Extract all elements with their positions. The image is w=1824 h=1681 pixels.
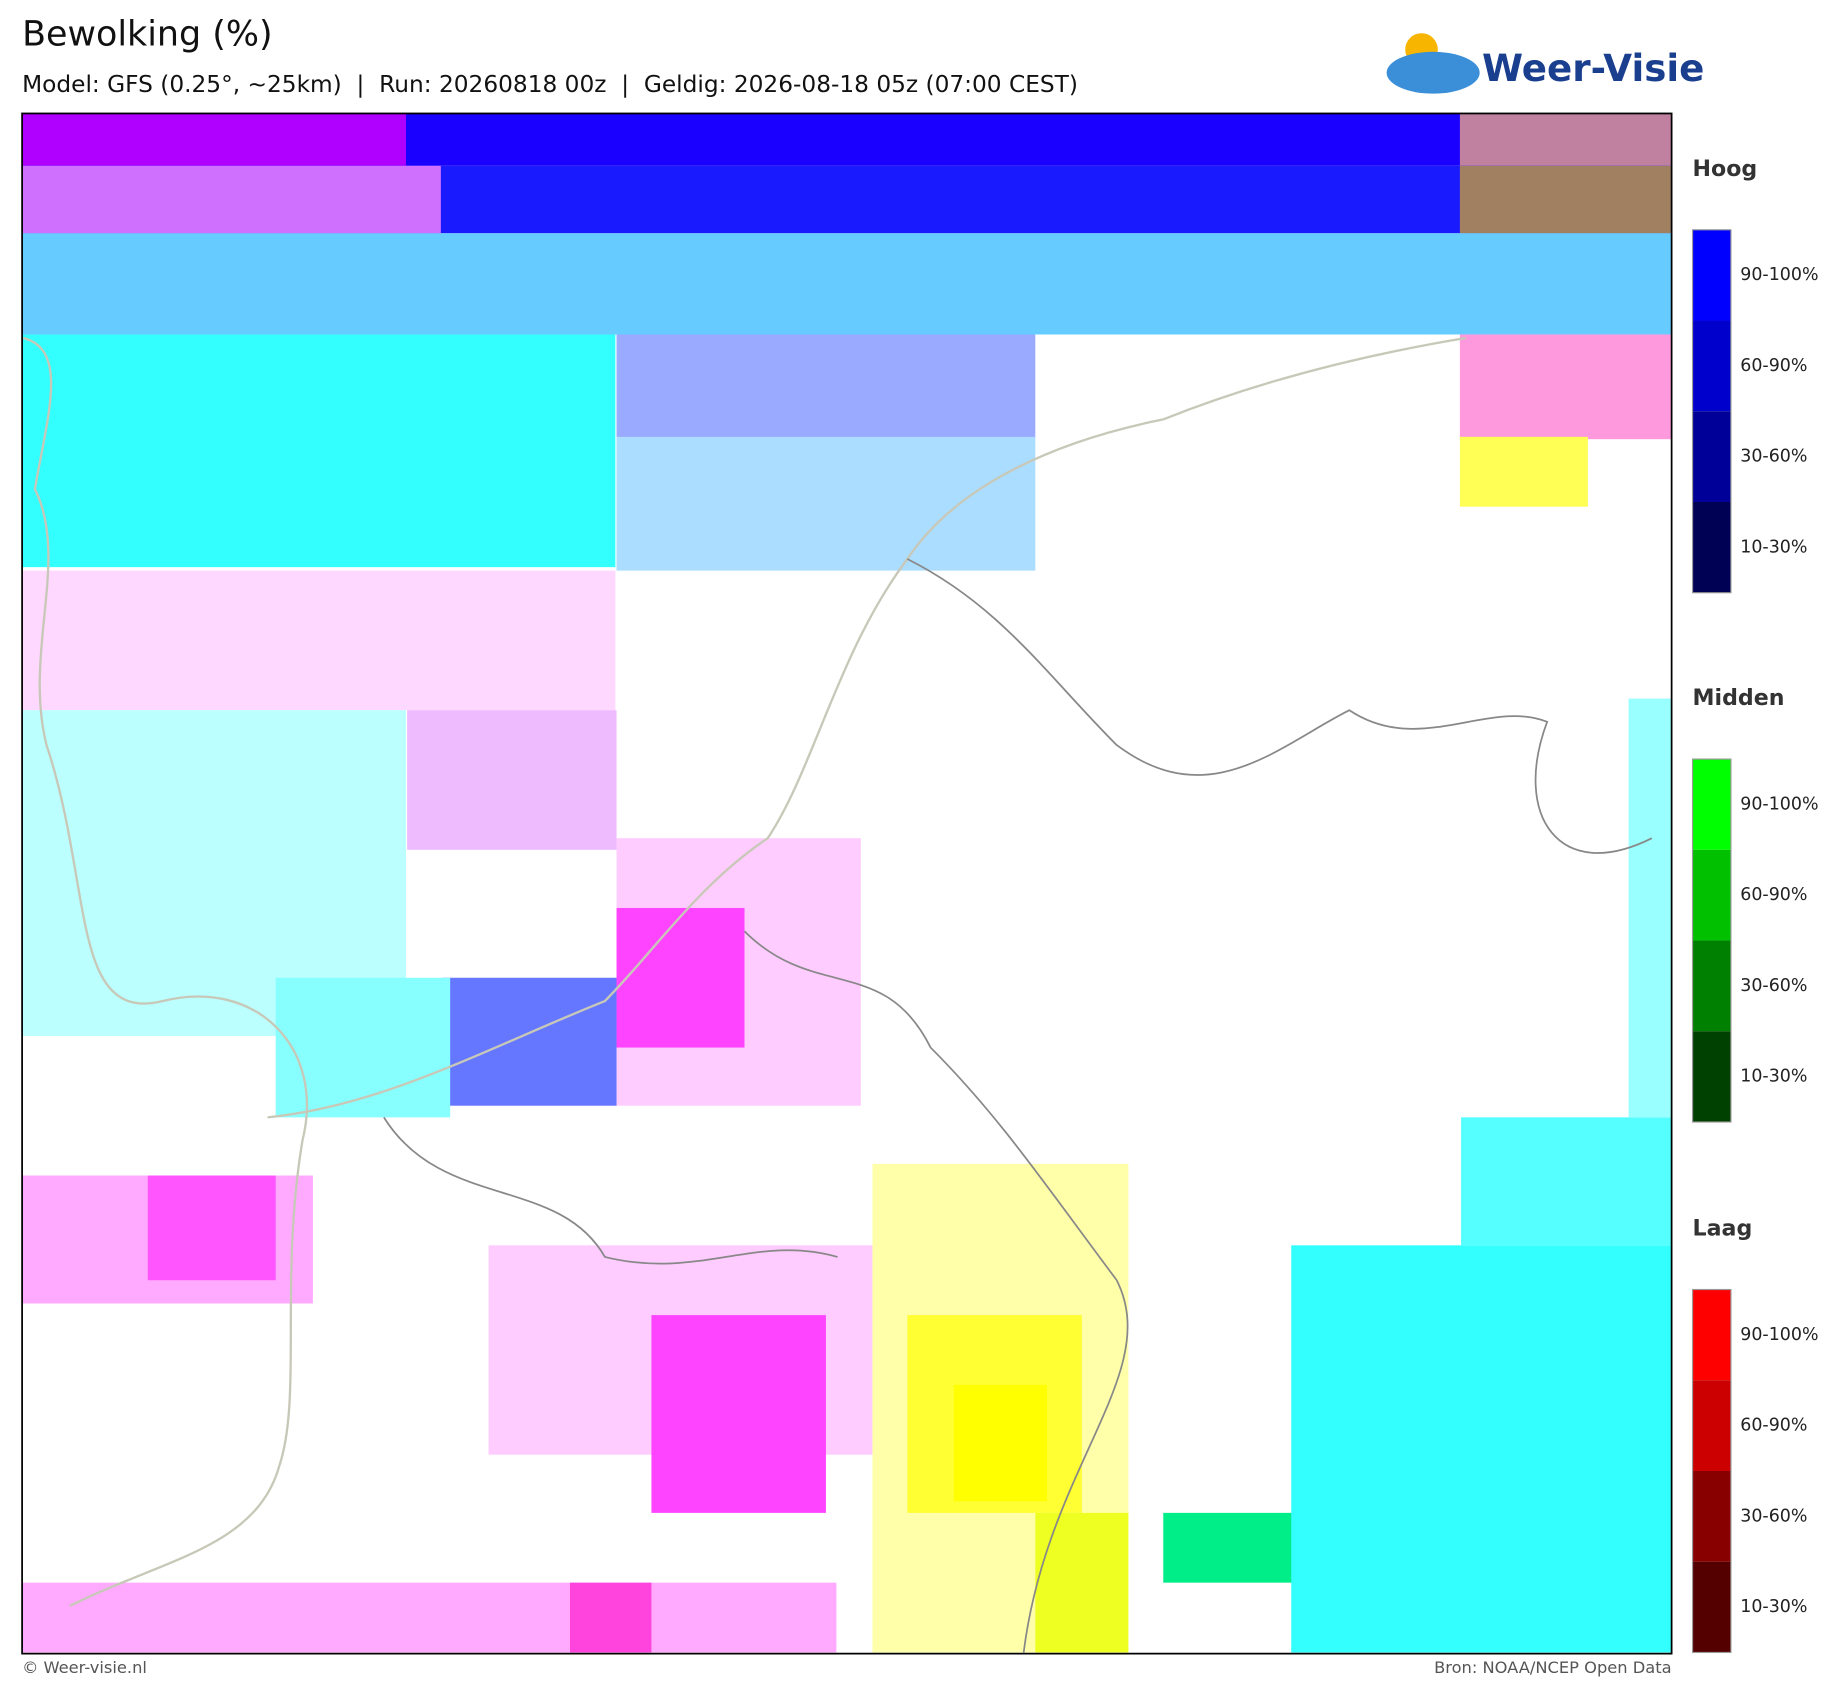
cloud-field	[22, 113, 1672, 1654]
legend-label: 90-100%	[1740, 1325, 1818, 1345]
cloud-patch	[275, 977, 451, 1118]
footer-right: Bron: NOAA/NCEP Open Data	[1434, 1658, 1672, 1677]
footer-left: © Weer-visie.nl	[22, 1658, 147, 1677]
legend-label: 60-90%	[1740, 356, 1807, 376]
cloud-patch	[570, 1582, 652, 1653]
cloud-patch	[1459, 113, 1672, 166]
legend-swatch	[1692, 1380, 1731, 1471]
coastline	[267, 336, 1466, 1119]
legend-label: 60-90%	[1740, 885, 1807, 905]
legend-frame	[1691, 1288, 1732, 1654]
logo: Weer-Visie	[1386, 33, 1704, 94]
cloud-patch	[22, 1582, 837, 1653]
legend-swatch	[1692, 501, 1731, 593]
cloud-patch	[442, 977, 617, 1106]
cloud-patch	[1628, 698, 1672, 1118]
legend-swatch	[1692, 1289, 1731, 1381]
legend-label: 10-30%	[1740, 537, 1807, 557]
cloud-patch	[22, 570, 616, 711]
legend-swatch	[1692, 1031, 1731, 1123]
cloud-patch	[22, 113, 406, 166]
legend-label: 60-90%	[1740, 1416, 1807, 1436]
legend-swatch	[1692, 849, 1731, 941]
coastlines	[22, 336, 1466, 1607]
legend-title: Hoog	[1693, 156, 1758, 182]
cloud-patch	[22, 334, 616, 568]
legend-label: 30-60%	[1740, 447, 1807, 467]
legend-frame	[1691, 229, 1732, 594]
legend-swatch	[1692, 229, 1731, 321]
legend-swatch	[1692, 411, 1731, 502]
legend-label: 10-30%	[1740, 1067, 1807, 1087]
cloud-patch	[651, 1315, 826, 1513]
cloud-patch	[953, 1384, 1047, 1502]
cloud-patch	[1163, 1512, 1303, 1583]
cloud-patch	[407, 710, 617, 850]
legend-title: Laag	[1693, 1216, 1753, 1242]
cloud-patch	[1291, 1245, 1672, 1653]
cloud-patch	[147, 1175, 276, 1281]
legend-swatch	[1692, 759, 1731, 850]
legend-swatch	[1692, 1561, 1731, 1653]
legend-frame	[1691, 758, 1732, 1123]
legend-swatch	[1692, 940, 1731, 1032]
cloud-patch	[22, 233, 1672, 335]
border	[743, 930, 1129, 1653]
cloud-patch	[616, 436, 1036, 571]
title: Bewolking (%)	[22, 15, 273, 55]
coastline	[22, 336, 309, 1607]
borders	[383, 558, 1653, 1653]
cloud-patch	[616, 907, 745, 1048]
legend-swatch	[1692, 1470, 1731, 1562]
legend-label: 90-100%	[1740, 794, 1818, 814]
cloud-patch	[1459, 165, 1672, 234]
logo-cloud	[1386, 51, 1480, 94]
legend-label: 30-60%	[1740, 976, 1807, 996]
cloud-patch	[1459, 334, 1672, 440]
cloud-patch	[616, 334, 1036, 440]
map-frame	[21, 112, 1673, 1655]
cloud-patch	[22, 165, 441, 234]
subtitle: Model: GFS (0.25°, ~25km) | Run: 2026081…	[22, 71, 1078, 98]
cloud-patch	[1459, 436, 1588, 507]
legend-label: 90-100%	[1740, 265, 1818, 285]
border	[383, 1116, 838, 1265]
legend-title: Midden	[1693, 685, 1785, 711]
legend-label: 10-30%	[1740, 1597, 1807, 1617]
legend: Hoog 90-100% 60-90% 30-60% 10-30% Midden 90-10…	[1691, 156, 1819, 1654]
logo-text: Weer-Visie	[1482, 46, 1704, 90]
legend-label: 30-60%	[1740, 1506, 1807, 1526]
cloud-patch	[1035, 1512, 1129, 1653]
cloud-patch	[1461, 1117, 1672, 1246]
legend-swatch	[1692, 320, 1731, 412]
border	[906, 558, 1653, 854]
